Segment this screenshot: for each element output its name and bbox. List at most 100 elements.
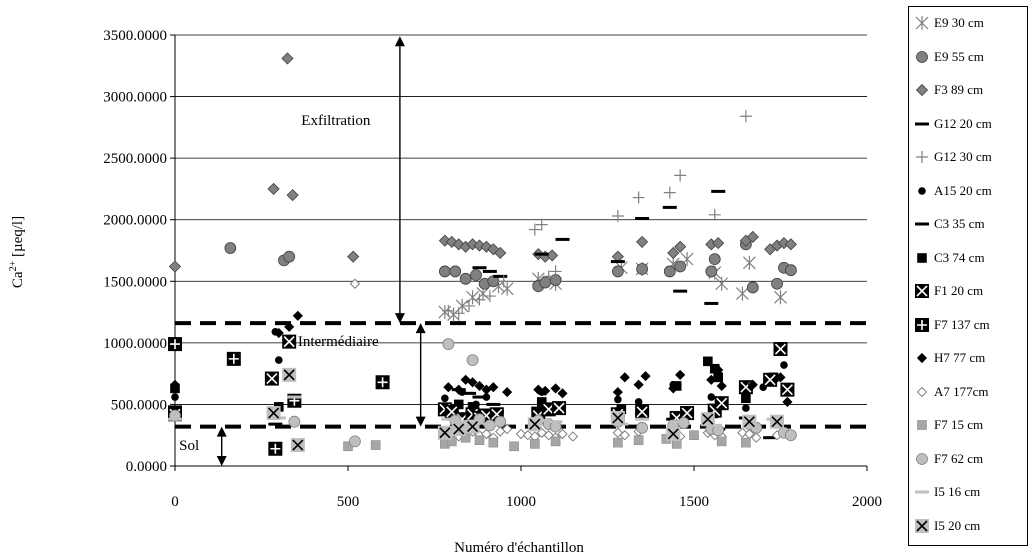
data-point (452, 307, 465, 320)
data-point (713, 364, 724, 376)
data-point (474, 380, 485, 392)
legend-item: C3 74 cm (913, 248, 985, 268)
legend-item: A15 20 cm (913, 181, 992, 201)
data-point (530, 439, 540, 449)
data-point (706, 374, 717, 385)
x-tick-label: 2000 (852, 494, 882, 510)
data-point (775, 372, 786, 383)
data-point (502, 387, 513, 398)
data-point (705, 265, 718, 278)
series-9 (168, 337, 390, 456)
data-point (715, 276, 729, 291)
data-point (449, 265, 462, 278)
data-point (488, 437, 499, 448)
data-point (266, 406, 281, 421)
data-point (500, 281, 514, 296)
data-point (610, 410, 625, 425)
data-point (662, 205, 677, 209)
legend-marker-icon (916, 50, 928, 63)
series-2 (168, 52, 797, 273)
data-point (292, 310, 303, 321)
series-4 (442, 110, 752, 320)
x-tick-label: 500 (337, 494, 360, 510)
data-point (531, 406, 546, 410)
data-point (611, 265, 624, 278)
data-point (666, 426, 681, 441)
data-point (674, 240, 687, 253)
annotation-arrowhead-up (216, 426, 227, 437)
data-point (737, 427, 748, 438)
legend-marker-icon (916, 386, 928, 397)
data-point (780, 382, 795, 397)
legend-label: H7 77 cm (934, 350, 986, 365)
data-point (268, 422, 283, 426)
data-point (773, 342, 788, 357)
data-point (680, 406, 695, 421)
data-point (453, 384, 464, 395)
legend-marker-icon (915, 518, 929, 533)
data-point (746, 230, 759, 244)
data-point (282, 367, 297, 382)
legend-marker-icon (915, 16, 929, 30)
data-point (619, 430, 631, 441)
data-point (774, 290, 787, 305)
x-tick-label: 1500 (679, 494, 709, 510)
annotations: Exfiltration Intermédiaire Sol (179, 36, 426, 466)
data-point (286, 189, 299, 202)
legend-item: F3 89 cm (913, 80, 983, 100)
data-point (459, 272, 472, 285)
data-point (226, 351, 241, 366)
data-point (674, 169, 687, 182)
data-point (455, 420, 470, 424)
legend-label: F1 20 cm (934, 283, 984, 298)
data-point (473, 293, 486, 306)
annotation-arrowhead-down (415, 416, 426, 427)
data-point (349, 435, 361, 448)
data-point (466, 290, 479, 305)
data-point (168, 417, 182, 421)
series-13 (169, 338, 797, 448)
data-point (349, 278, 361, 289)
y-tick-label: 2500.0000 (103, 151, 167, 167)
data-point (465, 419, 480, 434)
data-point (740, 388, 751, 399)
data-point (462, 391, 477, 395)
data-point (375, 375, 390, 390)
legend-marker-icon (915, 284, 929, 298)
data-point (770, 414, 785, 429)
data-point (438, 265, 451, 278)
data-points (168, 52, 797, 456)
data-point (703, 356, 713, 367)
data-point (763, 436, 778, 440)
data-point (633, 379, 644, 390)
data-point (550, 383, 561, 394)
legend-label: E9 30 cm (934, 15, 984, 30)
data-point (515, 428, 527, 440)
data-point (452, 238, 465, 251)
data-point (636, 235, 649, 248)
data-point (483, 290, 496, 303)
annotation-arrowhead-up (415, 323, 426, 334)
data-point (466, 354, 479, 366)
legend-item: H7 77 cm (913, 348, 985, 368)
legend-label: C3 74 cm (934, 249, 985, 265)
data-point (708, 253, 721, 266)
y-axis-label: Ca2+ [µeq/l] (8, 216, 26, 288)
data-point (711, 189, 726, 193)
data-point (493, 274, 508, 278)
data-point (370, 440, 381, 450)
data-point (528, 223, 541, 236)
series-10 (169, 310, 793, 408)
data-point (668, 383, 679, 394)
axes (174, 35, 867, 467)
data-point (742, 255, 756, 270)
annotation-label: Intermédiaire (298, 334, 379, 350)
annotation-label: Sol (179, 438, 199, 454)
data-point (534, 252, 549, 256)
data-point (437, 425, 452, 440)
data-point (290, 438, 305, 453)
data-point (282, 334, 297, 349)
data-point (443, 382, 454, 393)
data-point (742, 414, 757, 429)
data-point (267, 182, 280, 195)
